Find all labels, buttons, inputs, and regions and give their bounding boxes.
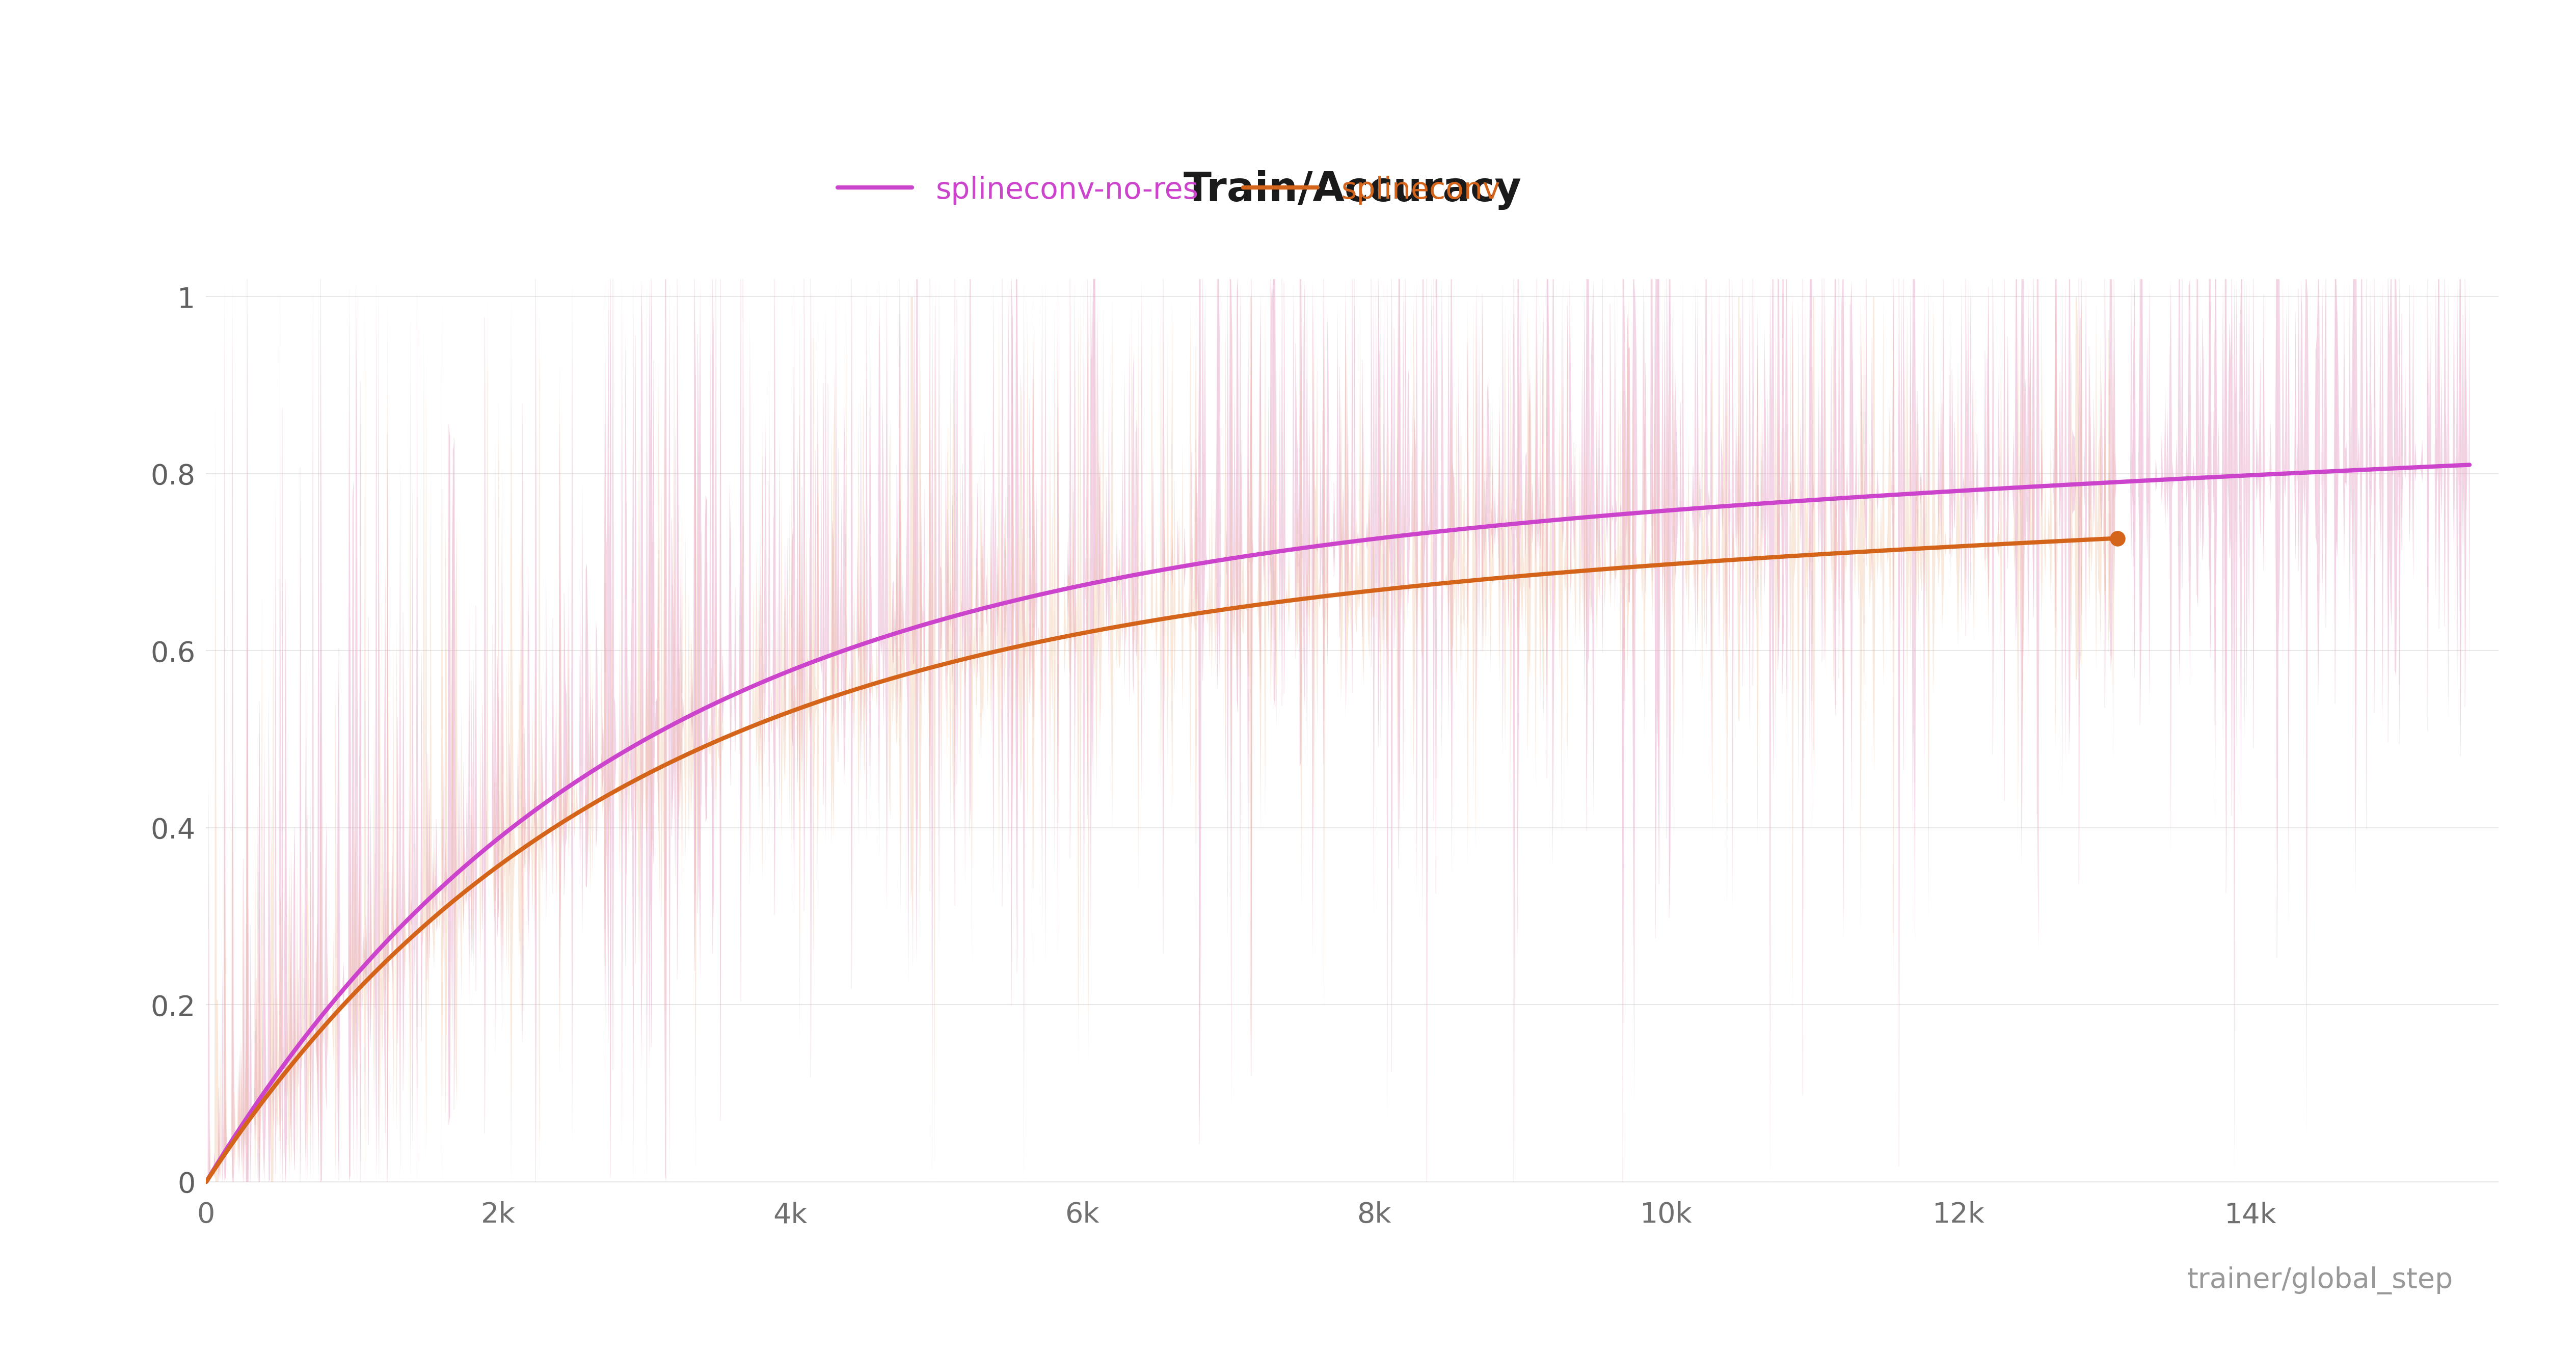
Legend: splineconv-no-res, splineconv: splineconv-no-res, splineconv	[827, 164, 1512, 216]
splineconv-no-res	[2455, 457, 2486, 474]
splineconv	[1512, 567, 1543, 583]
splineconv-no-res	[191, 1173, 222, 1189]
splineconv-no-res	[1231, 548, 1262, 564]
Title: Train/Accuracy: Train/Accuracy	[1182, 170, 1522, 210]
splineconv	[1499, 568, 1530, 584]
Text: trainer/global_step: trainer/global_step	[2187, 1266, 2452, 1295]
splineconv-no-res	[1973, 482, 2004, 498]
splineconv	[943, 652, 974, 668]
splineconv	[191, 1173, 222, 1189]
splineconv	[1886, 541, 1917, 557]
Line: splineconv: splineconv	[206, 538, 2117, 1181]
splineconv	[2102, 530, 2133, 547]
splineconv	[1358, 582, 1388, 598]
splineconv-no-res	[2388, 460, 2419, 476]
splineconv-no-res	[307, 1008, 337, 1024]
splineconv-no-res	[1291, 540, 1321, 556]
splineconv	[1435, 575, 1466, 591]
splineconv-no-res	[2388, 460, 2419, 476]
Line: splineconv-no-res: splineconv-no-res	[206, 465, 2470, 1181]
